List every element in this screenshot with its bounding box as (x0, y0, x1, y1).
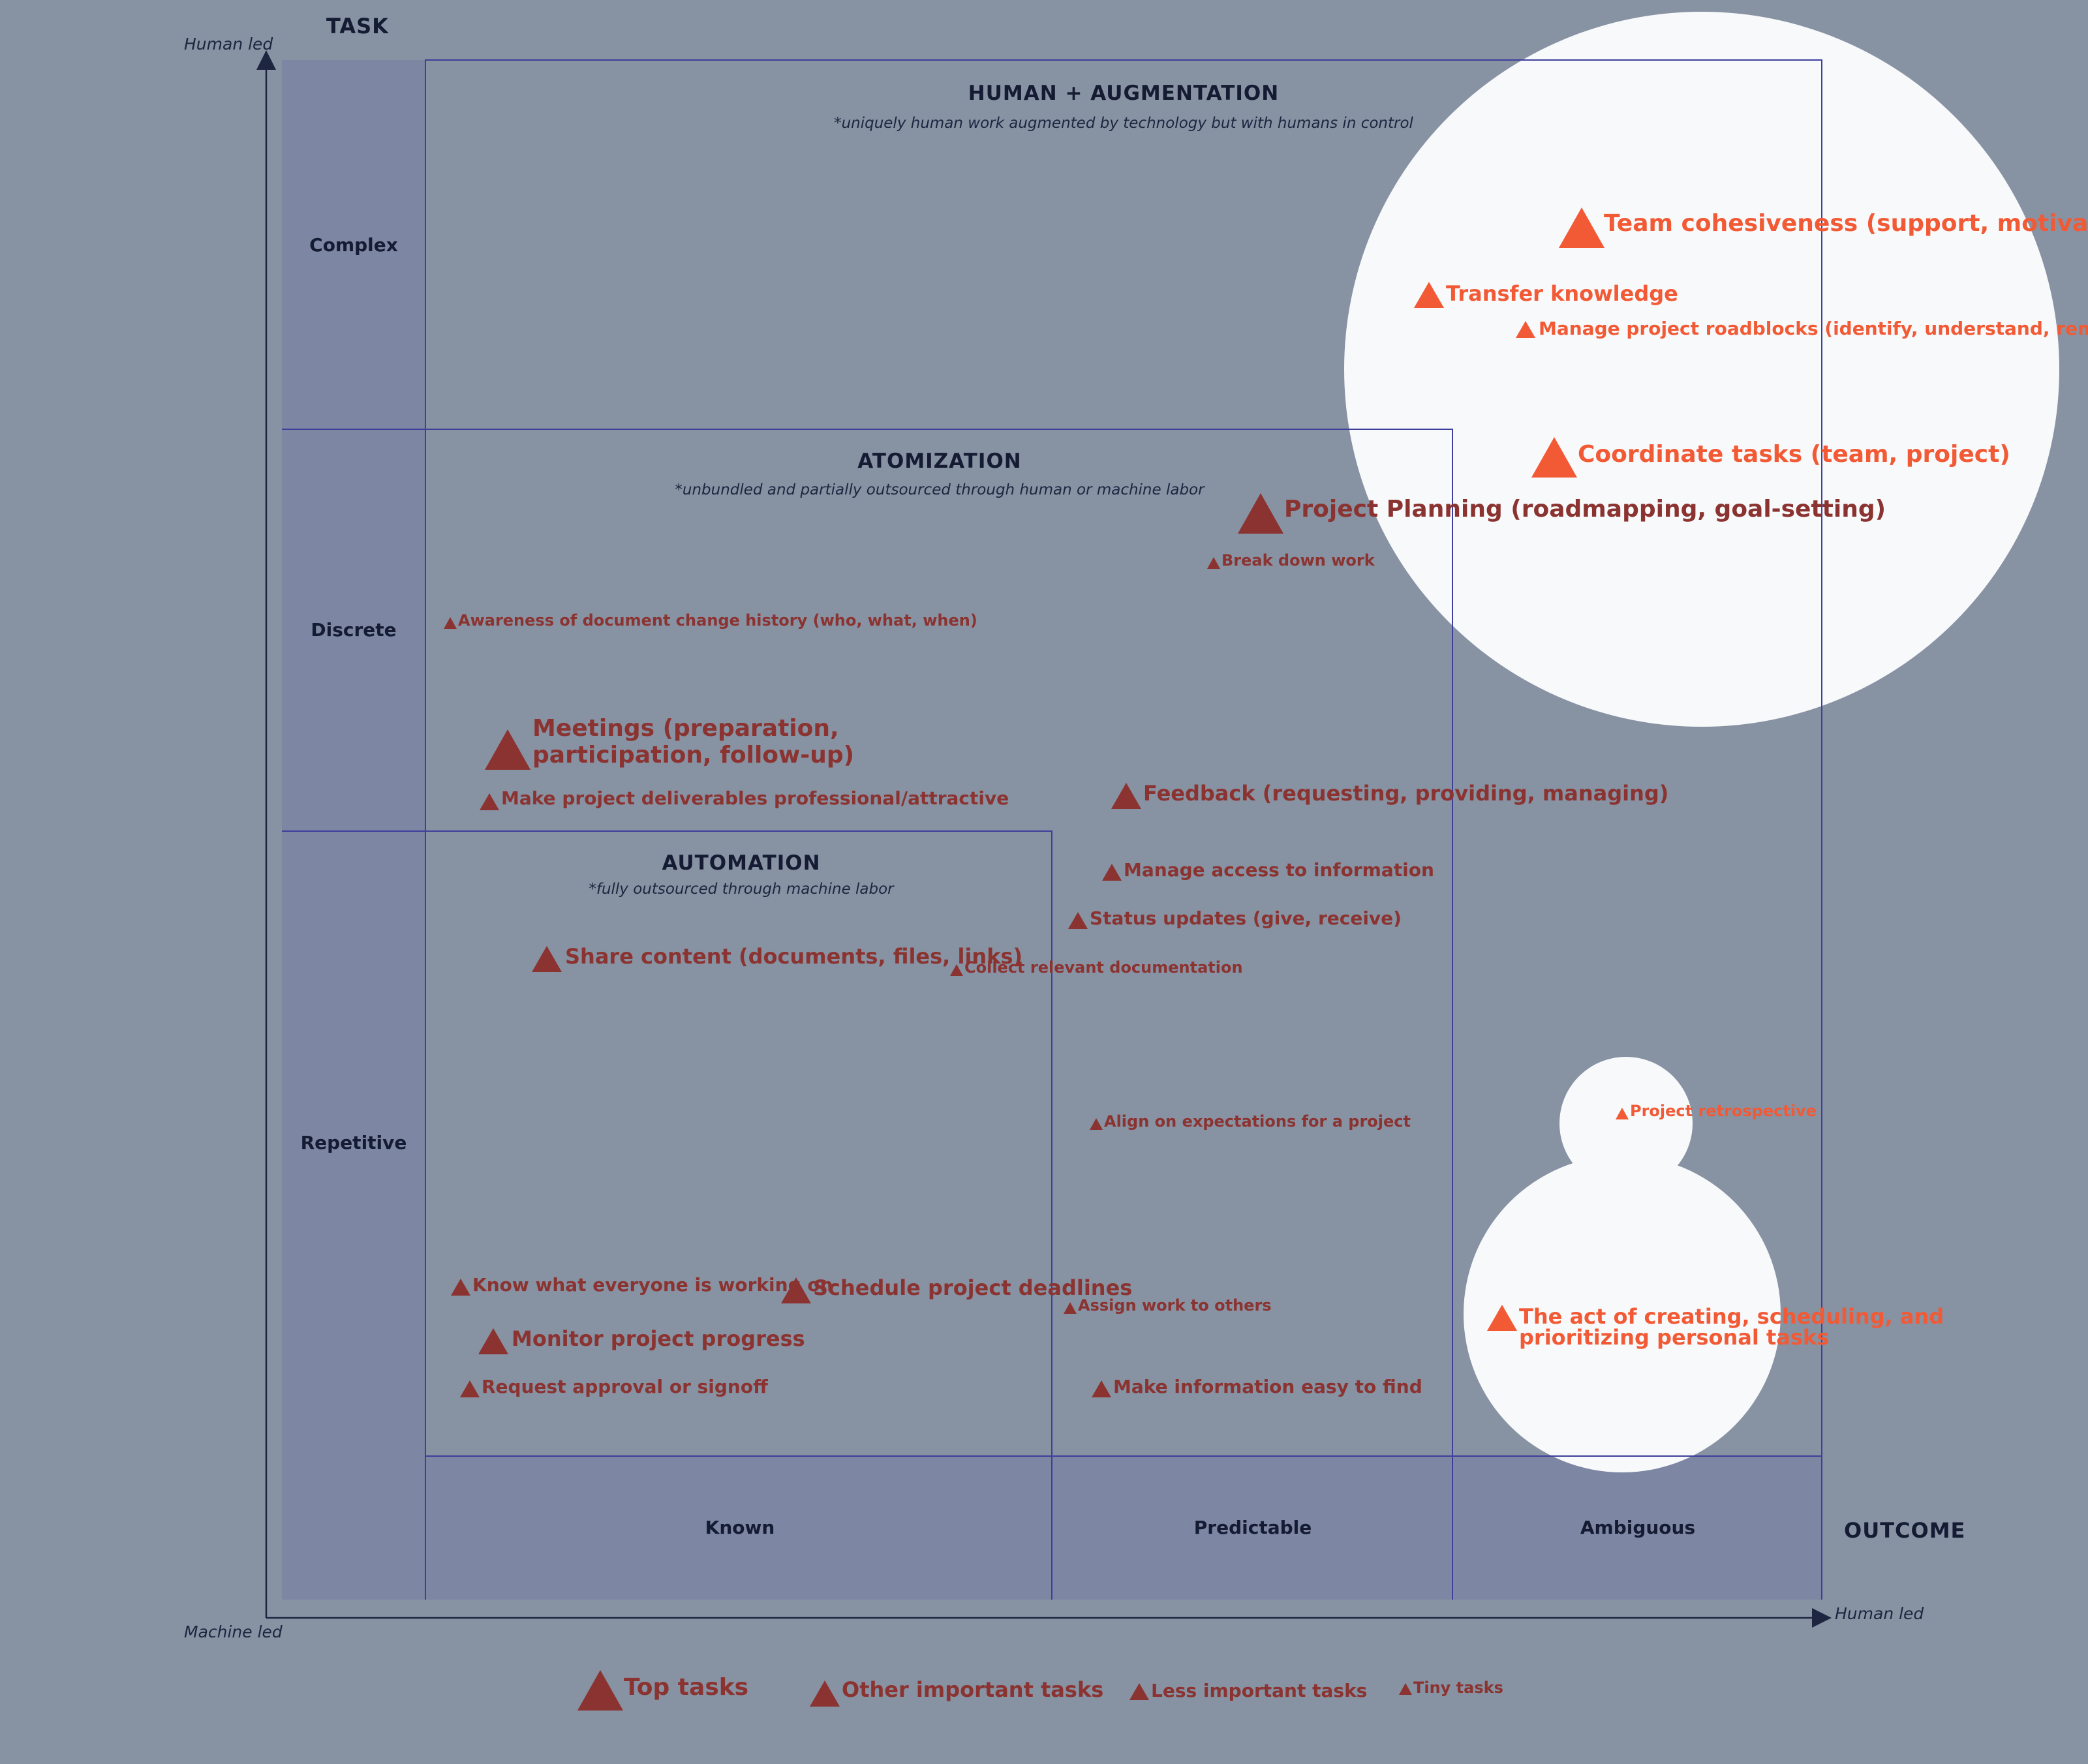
task-label: Manage project roadblocks (identify, und… (1539, 318, 2088, 339)
task-marker-tiny-icon (1064, 1302, 1077, 1314)
column-label-ambiguous: Ambiguous (1580, 1516, 1696, 1538)
task-marker-important-icon (532, 946, 562, 972)
row-label-discrete: Discrete (311, 618, 397, 641)
legend-label: Less important tasks (1151, 1680, 1368, 1701)
task-marker-important-icon (1111, 783, 1141, 809)
task-label: Schedule project deadlines (813, 1275, 1133, 1300)
zone-subtitle-atomization: *unbundled and partially outsourced thro… (675, 481, 1205, 498)
task-label: Project Planning (roadmapping, goal-sett… (1284, 496, 1886, 523)
legend-label: Top tasks (624, 1674, 749, 1701)
task-label: Assign work to others (1078, 1296, 1272, 1315)
task-label: Share content (documents, files, links) (565, 944, 1023, 969)
zone-title-atomization: ATOMIZATION (857, 449, 1022, 473)
legend-less-icon (1129, 1683, 1149, 1700)
row-label-complex: Complex (309, 234, 398, 256)
legend-label: Tiny tasks (1413, 1679, 1503, 1697)
task-marker-tiny-icon (1207, 557, 1220, 569)
y-axis-top-label: Human led (184, 35, 273, 53)
task-marker-tiny-icon (950, 964, 963, 976)
task-marker-important-icon (781, 1277, 811, 1303)
legend-important-icon (810, 1680, 840, 1707)
task-label: Project retrospective (1630, 1102, 1817, 1120)
zone-title-augmentation: HUMAN + AUGMENTATION (968, 82, 1280, 105)
task-label: Make information easy to find (1113, 1376, 1422, 1397)
y-axis-title: TASK (326, 14, 389, 38)
automation-zone-border (425, 830, 1052, 1457)
task-label: Break down work (1221, 551, 1375, 570)
x-axis-right-label: Human led (1835, 1604, 1924, 1623)
task-marker-important-icon (478, 1328, 508, 1354)
task-label: Collect relevant documentation (964, 958, 1243, 977)
task-label: Make project deliverables professional/a… (501, 787, 1009, 809)
task-label: Meetings (preparation, participation, fo… (532, 715, 855, 769)
task-label: Feedback (requesting, providing, managin… (1143, 781, 1669, 806)
highlight-circle-medium (1464, 1155, 1781, 1472)
task-label: Status updates (give, receive) (1090, 907, 1402, 929)
zone-subtitle-augmentation: *uniquely human work augmented by techno… (834, 115, 1413, 132)
task-marker-top-icon (1531, 437, 1577, 478)
task-label: Request approval or signoff (482, 1376, 768, 1397)
task-marker-tiny-icon (1090, 1118, 1103, 1130)
task-marker-top-icon (485, 729, 530, 770)
task-marker-important-icon (1487, 1305, 1517, 1331)
column-label-predictable: Predictable (1193, 1516, 1312, 1538)
atomization-zone-border (425, 429, 1453, 1457)
task-label: Know what everyone is working on (472, 1274, 833, 1296)
legend-tiny-icon (1399, 1683, 1412, 1695)
task-marker-important-icon (1414, 282, 1444, 308)
x-axis-left-label: Machine led (184, 1622, 283, 1641)
legend-top-icon (577, 1670, 623, 1711)
column-label-known: Known (705, 1516, 775, 1538)
task-label: Awareness of document change history (wh… (458, 611, 977, 630)
task-marker-less-icon (1102, 864, 1122, 881)
task-label: Manage access to information (1124, 859, 1434, 881)
task-label: Align on expectations for a project (1104, 1112, 1411, 1131)
grid-lines (282, 59, 1822, 1600)
highlight-circle-large (1344, 12, 2059, 727)
zone-title-automation: AUTOMATION (662, 851, 821, 875)
task-label: Team cohesiveness (support, motivate) (1604, 210, 2088, 237)
task-marker-tiny-icon (1616, 1108, 1629, 1119)
task-marker-less-icon (1068, 912, 1088, 929)
task-marker-less-icon (1092, 1380, 1111, 1397)
legend-label: Other important tasks (842, 1677, 1104, 1702)
task-marker-tiny-icon (444, 617, 457, 629)
task-label: Monitor project progress (512, 1326, 805, 1351)
highlight-circle-small (1559, 1057, 1693, 1190)
task-label: Transfer knowledge (1446, 281, 1678, 306)
task-marker-less-icon (451, 1279, 470, 1296)
x-axis-title: OUTCOME (1844, 1518, 1966, 1543)
task-marker-less-icon (480, 793, 499, 810)
row-header-band (282, 60, 425, 1456)
task-label: The act of creating, scheduling, and pri… (1519, 1304, 1944, 1350)
task-marker-less-icon (1516, 321, 1535, 338)
task-marker-less-icon (460, 1380, 480, 1397)
row-label-repetitive: Repetitive (300, 1131, 407, 1153)
task-marker-top-icon (1559, 207, 1604, 248)
task-label: Coordinate tasks (team, project) (1578, 441, 2010, 468)
zone-subtitle-automation: *fully outsourced through machine labor (589, 881, 894, 898)
task-marker-top-icon (1238, 493, 1283, 534)
